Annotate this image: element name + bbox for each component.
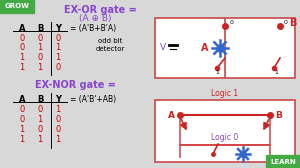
Text: V: V: [160, 44, 166, 52]
Text: 0: 0: [38, 34, 43, 43]
Text: B: B: [37, 24, 43, 33]
Text: 0: 0: [56, 62, 61, 72]
Text: 1: 1: [38, 115, 43, 124]
Text: Logic 0: Logic 0: [212, 133, 239, 141]
Text: A: A: [168, 111, 175, 119]
Text: 1: 1: [20, 53, 25, 62]
Text: 1: 1: [38, 44, 43, 52]
Text: 0: 0: [56, 125, 61, 134]
Text: 1: 1: [20, 135, 25, 144]
Bar: [155, 100, 295, 162]
Text: = (A'B'+AB): = (A'B'+AB): [70, 95, 116, 104]
Text: 0: 0: [284, 20, 288, 26]
Text: 0: 0: [38, 125, 43, 134]
Text: 0: 0: [38, 53, 43, 62]
Text: 0: 0: [56, 34, 61, 43]
Text: 1: 1: [274, 70, 278, 75]
Text: 0: 0: [230, 20, 234, 26]
Text: 1: 1: [56, 53, 61, 62]
Text: (A ⊕ B): (A ⊕ B): [79, 14, 111, 23]
Text: LEARN: LEARN: [270, 158, 296, 164]
Text: EX-NOR gate =: EX-NOR gate =: [34, 80, 116, 90]
Text: Y: Y: [55, 95, 61, 104]
Text: 0: 0: [20, 115, 25, 124]
Text: Logic 1: Logic 1: [212, 89, 239, 98]
Text: Y: Y: [55, 24, 61, 33]
Text: 1: 1: [215, 70, 219, 75]
Text: A: A: [19, 24, 25, 33]
Bar: [266, 155, 300, 168]
Text: 1: 1: [56, 135, 61, 144]
Text: 1: 1: [38, 62, 43, 72]
Text: B: B: [289, 18, 296, 28]
Text: 1: 1: [20, 125, 25, 134]
Text: A: A: [201, 43, 209, 53]
Text: GROW: GROW: [4, 4, 29, 10]
Text: 0: 0: [56, 115, 61, 124]
Text: 0: 0: [20, 44, 25, 52]
Text: A: A: [19, 95, 25, 104]
Text: 1: 1: [38, 135, 43, 144]
Text: 0: 0: [20, 105, 25, 114]
Text: = (A'B+B'A): = (A'B+B'A): [70, 24, 116, 33]
Text: B: B: [275, 111, 282, 119]
Text: 1: 1: [56, 105, 61, 114]
Text: 1: 1: [56, 44, 61, 52]
Bar: [0, 0, 34, 13]
Text: 0: 0: [38, 105, 43, 114]
Text: odd bit
detector: odd bit detector: [95, 38, 125, 52]
Text: 0: 0: [20, 34, 25, 43]
Text: 1: 1: [20, 62, 25, 72]
Text: B: B: [37, 95, 43, 104]
Bar: [155, 18, 295, 78]
Text: EX-OR gate =: EX-OR gate =: [64, 5, 136, 15]
